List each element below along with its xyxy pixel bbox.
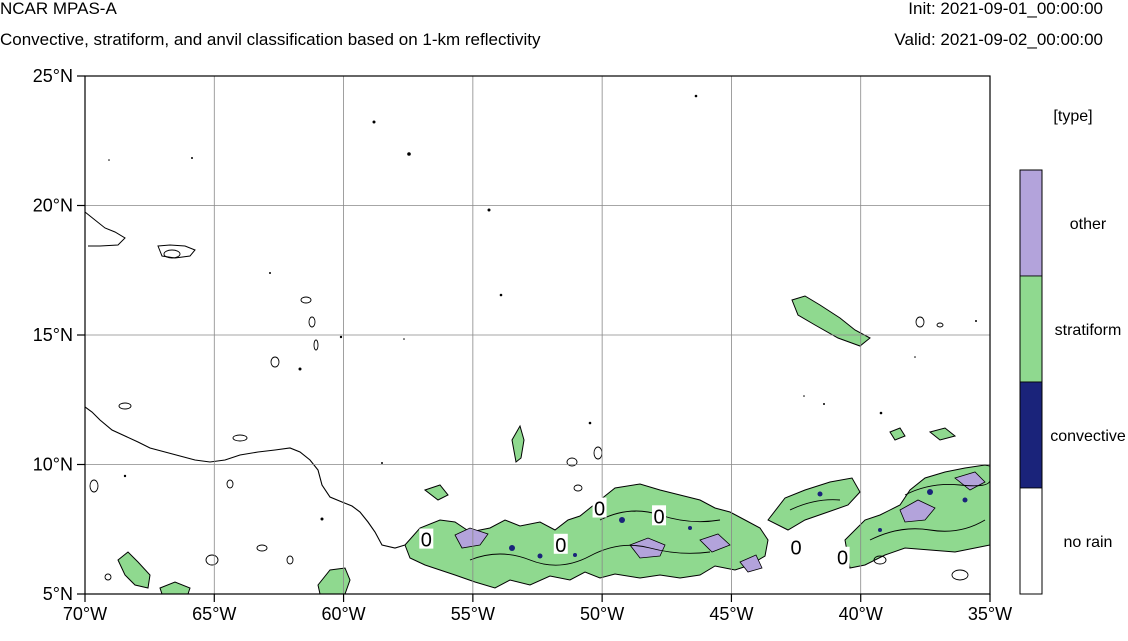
contour-zero-label: 0 <box>555 535 566 557</box>
plot-subtitle: Convective, stratiform, and anvil classi… <box>0 30 541 49</box>
contour-label-background <box>592 497 607 518</box>
colorbar-label: no rain <box>1064 534 1113 551</box>
contour-label-background <box>835 546 850 567</box>
lat-tick-label: 5°N <box>43 584 73 604</box>
init-time: Init: 2021-09-01_00:00:00 <box>908 0 1103 18</box>
lon-tick-label: 70°W <box>63 604 107 624</box>
gridlines <box>85 76 990 594</box>
contour-label-background <box>652 505 667 526</box>
precip-classification-field <box>89 94 990 594</box>
colorbar-swatch-stratiform <box>1019 275 1043 383</box>
colorbar: [type] other stratiform convective no rain <box>1019 108 1126 595</box>
lat-tick-label: 15°N <box>33 325 73 345</box>
colorbar-label: other <box>1070 216 1107 233</box>
model-title: NCAR MPAS-A <box>0 0 117 18</box>
map-ticks: 70°W 65°W 60°W 55°W 50°W 45°W 40°W 35°W 5°N 10°N 1… <box>33 66 1012 624</box>
lon-tick-label: 60°W <box>321 604 365 624</box>
contour-label-background <box>789 536 804 557</box>
lon-tick-label: 45°W <box>709 604 753 624</box>
colorbar-swatch-other <box>1019 169 1043 277</box>
contour-zero-label: 0 <box>594 499 605 521</box>
colorbar-swatch-convective <box>1019 381 1043 489</box>
contour-zero-label: 0 <box>653 506 664 528</box>
lon-tick-label: 40°W <box>839 604 883 624</box>
contour-label-background <box>553 533 568 554</box>
lat-tick-label: 10°N <box>33 455 73 475</box>
coastline <box>85 406 406 549</box>
contour-zero-label: 0 <box>421 530 432 552</box>
lon-tick-label: 65°W <box>192 604 236 624</box>
lat-tick-label: 25°N <box>33 66 73 86</box>
lon-tick-label: 35°W <box>968 604 1012 624</box>
colorbar-title: [type] <box>1053 108 1092 125</box>
lon-tick-label: 55°W <box>451 604 495 624</box>
island-outline <box>85 211 126 247</box>
contour-zero-label: 0 <box>837 548 848 570</box>
contour-zero-label: 0 <box>791 537 802 559</box>
colorbar-label: stratiform <box>1055 322 1122 339</box>
contour-labels: 0 0 0 0 0 0 <box>419 497 850 570</box>
contour-label-background <box>419 528 434 549</box>
lon-tick-label: 50°W <box>580 604 624 624</box>
lat-tick-label: 20°N <box>33 196 73 216</box>
colorbar-frame <box>1019 169 1043 595</box>
colorbar-label: convective <box>1050 428 1126 445</box>
colorbar-swatch-no-rain <box>1019 487 1043 595</box>
valid-time: Valid: 2021-09-02_00:00:00 <box>894 30 1103 49</box>
island-outline <box>157 244 196 259</box>
